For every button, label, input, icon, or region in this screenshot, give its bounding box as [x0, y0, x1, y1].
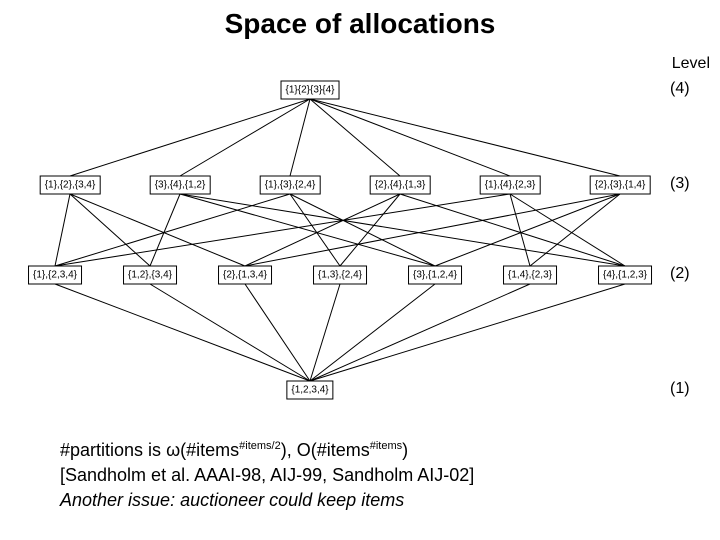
lattice-edge: [530, 194, 620, 266]
lattice-node: {1}{2}{3}{4}: [281, 81, 340, 100]
lattice-edge: [70, 194, 150, 266]
lattice-node: {3},{1,2,4}: [408, 266, 462, 285]
lattice-node: {1},{2},{3,4}: [40, 176, 101, 195]
lattice-edge: [180, 194, 625, 266]
lattice-edge: [310, 99, 510, 176]
lattice-node: {2},{3},{1,4}: [590, 176, 651, 195]
lattice-edge: [245, 194, 400, 266]
lattice-edge: [310, 284, 625, 381]
lattice-edge: [310, 284, 340, 381]
lattice-node: {1,2},{3,4}: [123, 266, 177, 285]
lattice-edge: [310, 99, 620, 176]
lattice-node: {4},{1,2,3}: [598, 266, 652, 285]
lattice-node: {1},{3},{2,4}: [260, 176, 321, 195]
lattice-edge: [150, 284, 310, 381]
lattice-node: {1},{4},{2,3}: [480, 176, 541, 195]
lattice-node: {2},{1,3,4}: [218, 266, 272, 285]
lattice-node: {3},{4},{1,2}: [150, 176, 211, 195]
lattice-edge: [290, 194, 340, 266]
lattice-node: {1,2,3,4}: [286, 381, 333, 400]
lattice-node: {1,3},{2,4}: [313, 266, 367, 285]
lattice-edge: [310, 284, 435, 381]
lattice-edge: [55, 194, 510, 266]
lattice-edge: [55, 284, 310, 381]
lattice-edge: [290, 99, 310, 176]
lattice-edge: [55, 194, 70, 266]
lattice-edge: [245, 284, 310, 381]
lattice-edge: [310, 284, 530, 381]
lattice-node: {2},{4},{1,3}: [370, 176, 431, 195]
lattice-edge: [150, 194, 180, 266]
lattice-node: {1,4},{2,3}: [503, 266, 557, 285]
lattice-node: {1},{2,3,4}: [28, 266, 82, 285]
lattice-edge: [70, 99, 310, 176]
lattice-edge: [55, 194, 290, 266]
lattice-edge: [340, 194, 400, 266]
lattice-edge: [290, 194, 435, 266]
lattice-edge: [180, 99, 310, 176]
